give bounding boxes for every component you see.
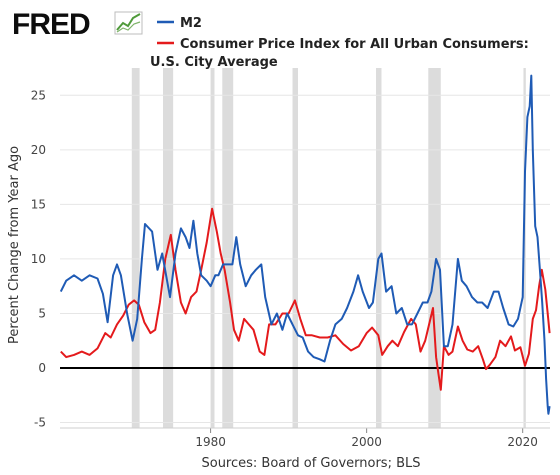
source-note: Sources: Board of Governors; BLS [201, 456, 420, 471]
recession-band [131, 68, 140, 428]
series-line-cpi [60, 207, 551, 391]
x-tick-label: 1980 [195, 435, 226, 449]
y-tick-label: 5 [38, 306, 46, 320]
recession-band [428, 68, 441, 428]
recession-band [292, 68, 298, 428]
y-tick-label: 25 [31, 88, 46, 102]
y-tick-label: 10 [31, 252, 46, 266]
recession-band [523, 68, 526, 428]
x-tick-label: 2020 [507, 435, 538, 449]
recession-band [376, 68, 382, 428]
y-tick-label: 20 [31, 143, 46, 157]
y-axis-title: Percent Change from Year Ago [7, 146, 22, 344]
y-tick-label: 15 [31, 197, 46, 211]
y-tick-label: -5 [34, 416, 46, 430]
x-tick-label: 2000 [351, 435, 382, 449]
legend-label-cpi: Consumer Price Index for All Urban Consu… [150, 37, 533, 70]
legend: M2 Consumer Price Index for All Urban Co… [150, 16, 533, 70]
legend-label-m2: M2 [180, 16, 202, 31]
fred-logo: FRED [12, 8, 90, 41]
recession-band [222, 68, 234, 428]
plot-area: -5 0 5 10 15 20 25 1980 2000 2020 [31, 68, 551, 449]
series-line-m2 [59, 74, 551, 415]
y-tick-label: 0 [38, 361, 46, 375]
sparkline-chart-icon [114, 11, 143, 35]
recession-band [210, 68, 215, 428]
